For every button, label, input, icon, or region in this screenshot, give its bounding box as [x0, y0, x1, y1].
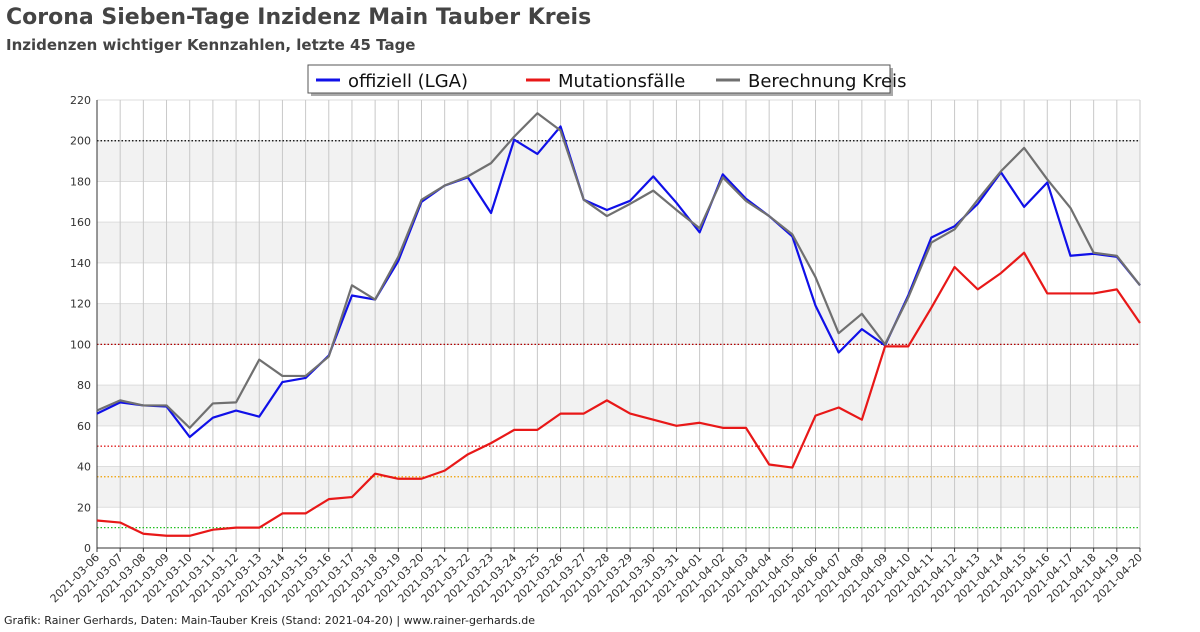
grid-band: [97, 222, 1140, 263]
footer: Grafik: Rainer Gerhards, Daten: Main-Tau…: [4, 614, 535, 627]
y-tick-label: 80: [77, 379, 91, 392]
y-tick-label: 40: [77, 461, 91, 474]
grid-band: [97, 140, 1140, 182]
series-line: [96, 112, 1141, 429]
legend-box: [307, 64, 891, 94]
y-tick-label: 200: [70, 135, 91, 148]
chart-title: Corona Sieben-Tage Inzidenz Main Tauber …: [6, 5, 591, 30]
chart-subtitle: Inzidenzen wichtiger Kennzahlen, letzte …: [6, 36, 415, 54]
y-tick-label: 20: [77, 501, 91, 514]
grid-band: [97, 466, 1140, 508]
y-tick-label: 160: [70, 216, 91, 229]
legend: offiziell (LGA) Mutationsfälle Berechnung …: [307, 64, 906, 96]
grid-band: [97, 385, 1140, 426]
plot-background: [96, 99, 1141, 549]
y-tick-label: 60: [77, 420, 91, 433]
series-line: [96, 251, 1141, 537]
y-tick-label: 140: [70, 257, 91, 270]
grid-band: [97, 303, 1140, 345]
legend-label: Berechnung Kreis: [748, 71, 906, 92]
y-tick-label: 0: [84, 542, 91, 555]
y-tick-label: 180: [70, 175, 91, 188]
y-tick-label: 100: [70, 338, 91, 351]
legend-label: offiziell (LGA): [348, 71, 468, 92]
legend-label: Mutationsfälle: [558, 71, 685, 92]
y-tick-label: 120: [70, 298, 91, 311]
y-tick-label: 220: [70, 94, 91, 107]
